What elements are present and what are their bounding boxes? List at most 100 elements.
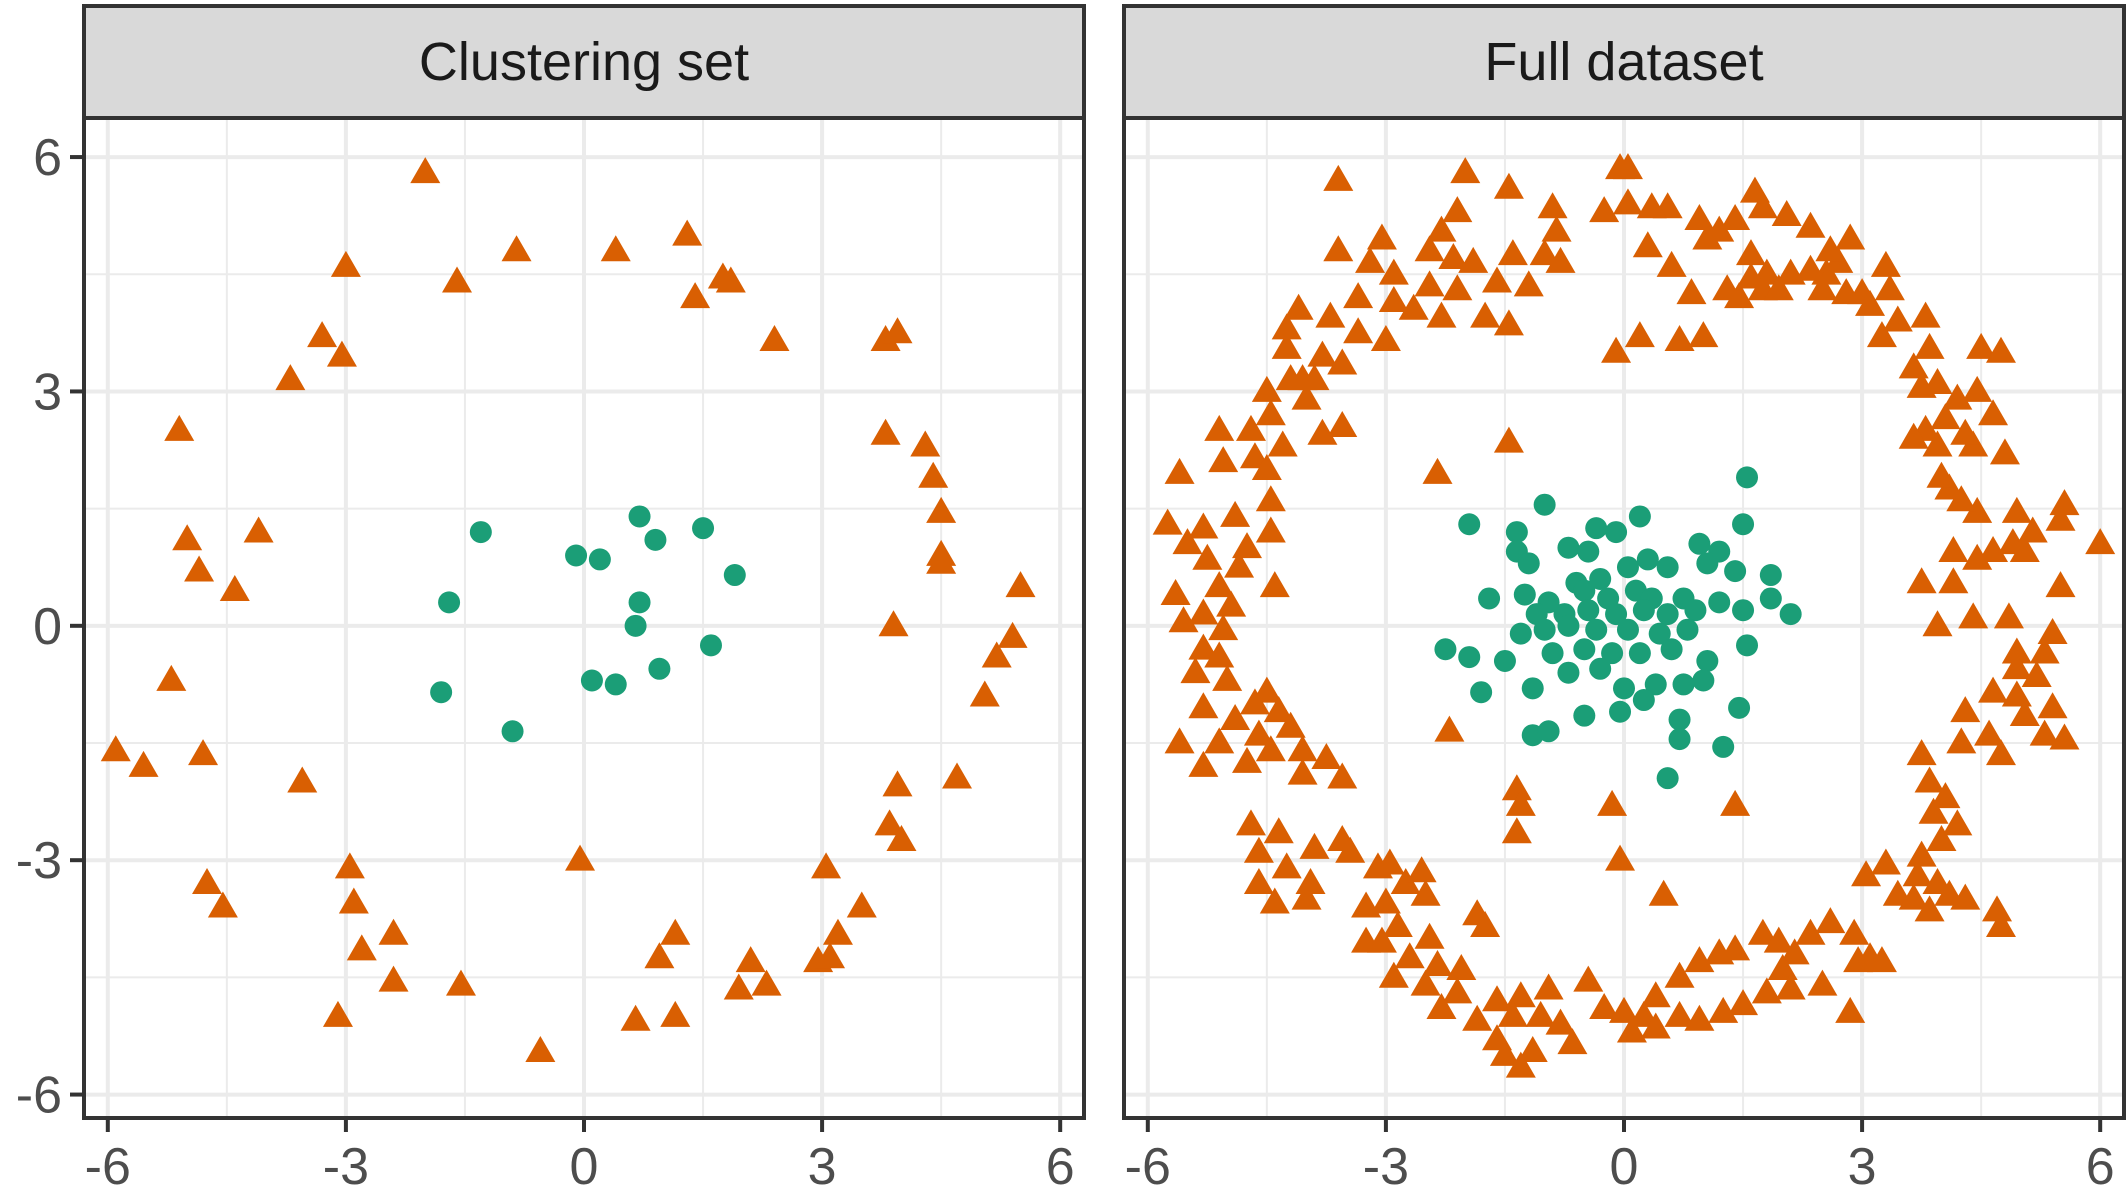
cluster-point (723, 564, 746, 587)
ring-point (1505, 789, 1536, 816)
ring-point (1914, 766, 1945, 793)
cluster-point (1573, 579, 1596, 602)
ring-point (1926, 825, 1957, 852)
ring-point (1815, 907, 1846, 934)
cluster-point (1493, 649, 1516, 672)
ring-point (1414, 235, 1445, 262)
ring-point (1414, 922, 1445, 949)
cluster-point (624, 614, 647, 637)
ring-point (1966, 332, 1997, 359)
facet-strip-title: Clustering set (419, 32, 749, 92)
ring-point (1188, 598, 1219, 625)
ring-point (1442, 196, 1473, 223)
cluster-point (1736, 466, 1759, 489)
ring-point (1851, 860, 1882, 887)
x-axis: -6 -3 0 3 6 (1125, 1118, 2115, 1196)
ring-point (2001, 637, 2032, 664)
ring-point (1914, 332, 1945, 359)
ring-point (1747, 192, 1778, 219)
x-tick-label: 3 (808, 1138, 837, 1196)
cluster-point (1692, 669, 1715, 692)
ring-point (334, 852, 365, 879)
cluster-point (469, 521, 492, 544)
cluster-point (1644, 673, 1667, 696)
ring-point (2001, 653, 2032, 680)
ring-point (1676, 278, 1707, 305)
x-axis: -6 -3 0 3 6 (85, 1118, 1075, 1196)
ring-point (1664, 1000, 1695, 1027)
ring-point (1370, 887, 1401, 914)
cluster-point (1708, 591, 1731, 614)
ring-point (1243, 836, 1274, 863)
ring-point (1243, 868, 1274, 895)
cluster-point (1684, 599, 1707, 622)
ring-point (1283, 293, 1314, 320)
ring-point (1482, 985, 1513, 1012)
cluster-point (1676, 618, 1699, 641)
ring-point (1180, 657, 1211, 684)
ring-point (811, 852, 842, 879)
ring-point (1295, 868, 1326, 895)
ring-point (287, 766, 318, 793)
ring-point (1204, 571, 1235, 598)
cluster-point (1573, 704, 1596, 727)
ring-point (1529, 239, 1560, 266)
ring-point (2049, 489, 2080, 516)
ring-point (1605, 844, 1636, 871)
x-tick-label: 0 (1610, 1138, 1639, 1196)
ring-point (680, 282, 711, 309)
ring-point (1763, 274, 1794, 301)
ring-point (322, 1000, 353, 1027)
ring-point (2001, 680, 2032, 707)
ring-point (759, 325, 790, 352)
ring-point (1362, 852, 1393, 879)
ring-point (330, 250, 361, 277)
ring-point (346, 934, 377, 961)
cluster-point (438, 591, 461, 614)
ring-point (1307, 340, 1338, 367)
ring-point (910, 430, 941, 457)
cluster-point (1577, 599, 1600, 622)
ring-point (1656, 250, 1687, 277)
facet-strip-title: Full dataset (1484, 32, 1763, 92)
ring-point (1232, 746, 1263, 773)
ring-point (1160, 578, 1191, 605)
ring-point (1545, 1008, 1576, 1035)
ring-point (1434, 715, 1465, 742)
ring-point (1212, 664, 1243, 691)
ring-point (1442, 977, 1473, 1004)
ring-point (1938, 567, 1969, 594)
cluster-point (1672, 673, 1695, 696)
ring-point (1950, 696, 1981, 723)
cluster-point (1656, 556, 1679, 579)
ring-point (1962, 375, 1993, 402)
ring-point (1978, 676, 2009, 703)
ring-point (1501, 774, 1532, 801)
ring-point (1541, 215, 1572, 242)
ring-point (1922, 368, 1953, 395)
cluster-point (1688, 532, 1711, 555)
ring-point (1938, 535, 1969, 562)
ring-point (2045, 571, 2076, 598)
ring-point (378, 965, 409, 992)
ring-point (1597, 789, 1628, 816)
ring-point (1271, 332, 1302, 359)
ring-point (1220, 500, 1251, 527)
ring-point (1343, 282, 1374, 309)
ring-point (1989, 438, 2020, 465)
ring-point (1287, 364, 1318, 391)
ring-point (1747, 918, 1778, 945)
ring-point (1255, 516, 1286, 543)
cluster-point (1779, 603, 1802, 626)
ring-point (1775, 973, 1806, 1000)
ring-point (874, 809, 905, 836)
cluster-point (1696, 552, 1719, 575)
cluster-point (1585, 517, 1608, 540)
ring-point (1720, 789, 1751, 816)
ring-point (1239, 688, 1270, 715)
cluster-point (699, 634, 722, 657)
ring-point (243, 516, 274, 543)
ring-point (1188, 750, 1219, 777)
ring-point (1537, 192, 1568, 219)
